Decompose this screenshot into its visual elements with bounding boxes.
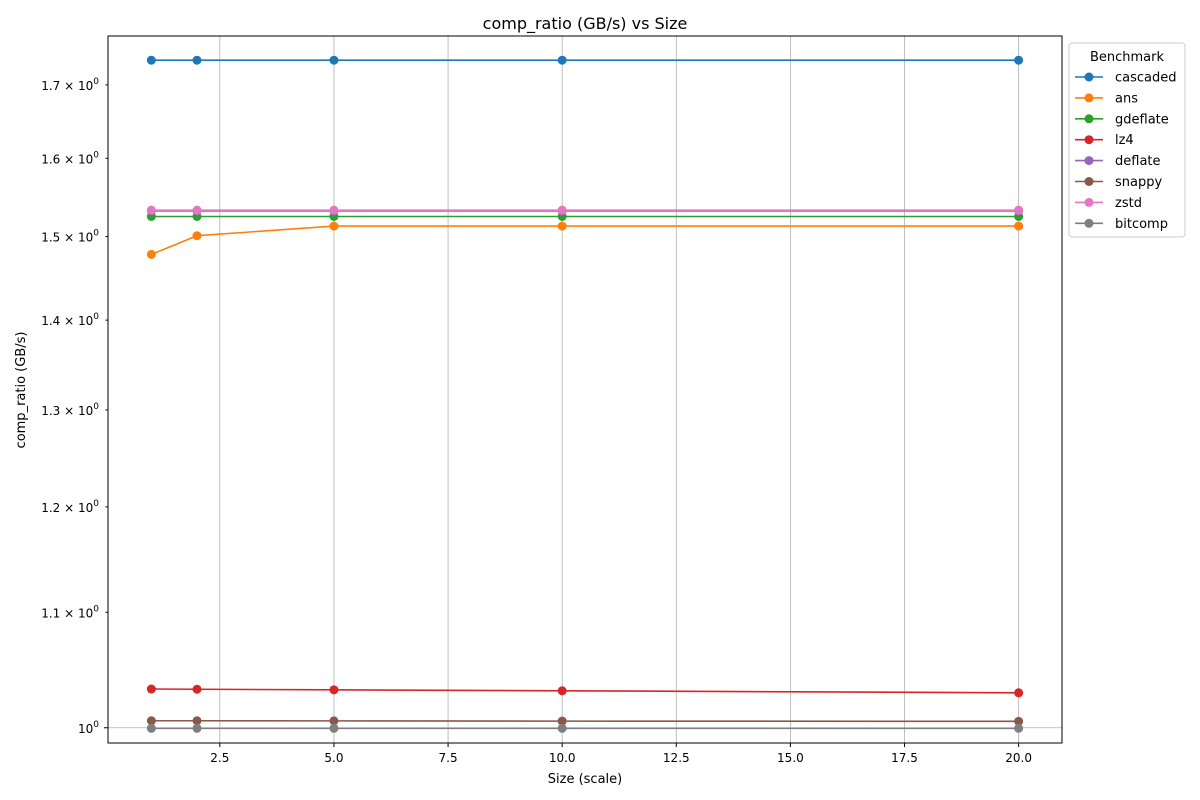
x-tick-label: 7.5 [439,751,458,765]
x-ticks: 2.5 5.0 7.5 10.0 12.5 15.0 17.5 20.0 [210,743,1032,765]
y-axis-label: comp_ratio (GB/s) [14,332,29,449]
data-point-ans [1014,221,1024,231]
data-point-zstd [1014,205,1024,215]
series-lz4 [146,684,1024,698]
legend-marker [1084,135,1094,145]
legend-entry-gdeflate: gdeflate [1075,112,1169,127]
x-tick-label: 20.0 [1005,751,1032,765]
data-point-cascaded [329,55,339,65]
x-tick-label: 15.0 [777,751,804,765]
legend-entry-ans: ans [1075,91,1138,106]
x-tick-label: 5.0 [324,751,343,765]
y-ticks: 100 1.1 × 100 1.2 × 100 1.3 × 100 1.4 × 100 1… [41,77,108,736]
data-point-ans [557,221,567,231]
data-point-ans [329,221,339,231]
legend-label: bitcomp [1115,217,1168,232]
x-tick-label: 17.5 [891,751,918,765]
legend-marker [1084,177,1094,186]
legend-label: lz4 [1115,133,1134,148]
series-line-snappy [151,719,1019,723]
data-point-lz4 [1014,688,1024,698]
legend-title: Benchmark [1090,50,1165,65]
legend-marker [1084,114,1094,124]
data-point-snappy [146,716,156,726]
legend-entry-cascaded: cascaded [1075,71,1177,86]
data-point-ans [146,249,156,259]
legend-entry-bitcomp: bitcomp [1075,217,1168,232]
series-zstd [146,205,1024,215]
legend-entry-snappy: snappy [1075,175,1162,190]
data-point-lz4 [557,686,567,696]
legend-marker [1084,156,1094,166]
legend-label: gdeflate [1115,112,1169,127]
y-tick-label: 1.4 × 100 [41,312,99,328]
legend-marker [1084,218,1094,228]
series-line-lz4 [151,688,1019,694]
data-point-ans [192,231,202,241]
x-tick-label: 2.5 [210,751,229,765]
plot-frame [107,35,1063,744]
data-point-cascaded [146,55,156,65]
series-bitcomp [146,723,1024,733]
data-point-bitcomp [329,723,339,733]
series-line-ans [151,225,1019,256]
y-tick-label: 1.2 × 100 [41,499,99,515]
data-point-lz4 [329,685,339,695]
series-ans [146,221,1024,259]
grid [108,36,1062,743]
legend-label: cascaded [1115,71,1177,86]
legend-marker [1084,197,1094,207]
legend-label: zstd [1115,196,1142,211]
legend-label: ans [1115,91,1138,106]
data-point-lz4 [146,684,156,694]
data-point-snappy [1014,716,1024,726]
y-tick-label: 1.3 × 100 [41,402,99,418]
y-tick-label: 1.1 × 100 [41,604,99,620]
data-point-lz4 [192,684,202,694]
legend-label: deflate [1115,154,1161,169]
data-point-bitcomp [557,723,567,733]
legend-entry-zstd: zstd [1075,196,1142,211]
series-layer [146,55,1024,733]
legend-marker [1084,93,1094,103]
data-point-snappy [557,716,567,726]
data-point-cascaded [192,55,202,65]
data-point-zstd [329,205,339,215]
data-point-cascaded [1014,55,1024,65]
legend-box [1068,42,1186,238]
legend-label: snappy [1115,175,1162,190]
y-tick-label: 1.7 × 100 [41,77,99,93]
data-point-zstd [192,205,202,215]
data-point-bitcomp [146,723,156,733]
legend-entry-lz4: lz4 [1075,133,1134,148]
data-point-zstd [557,205,567,215]
legend-marker [1084,72,1094,82]
y-tick-label: 1.6 × 100 [41,150,99,166]
data-point-bitcomp [1014,723,1024,733]
legend: Benchmark cascaded ans gdeflate lz4 deflate s… [1068,42,1186,238]
series-snappy [146,716,1024,726]
data-point-zstd [146,205,156,215]
data-point-cascaded [557,55,567,65]
y-tick-label: 100 [78,720,99,736]
data-point-snappy [192,716,202,726]
series-cascaded [146,55,1024,65]
legend-entry-deflate: deflate [1075,154,1161,169]
series-gdeflate [146,212,1024,222]
x-tick-label: 10.0 [549,751,576,765]
chart-title: comp_ratio (GB/s) vs Size [483,14,688,34]
x-tick-label: 12.5 [663,751,690,765]
x-axis-label: Size (scale) [548,772,622,787]
data-point-bitcomp [192,723,202,733]
y-tick-label: 1.5 × 100 [41,229,99,245]
data-point-snappy [329,716,339,726]
